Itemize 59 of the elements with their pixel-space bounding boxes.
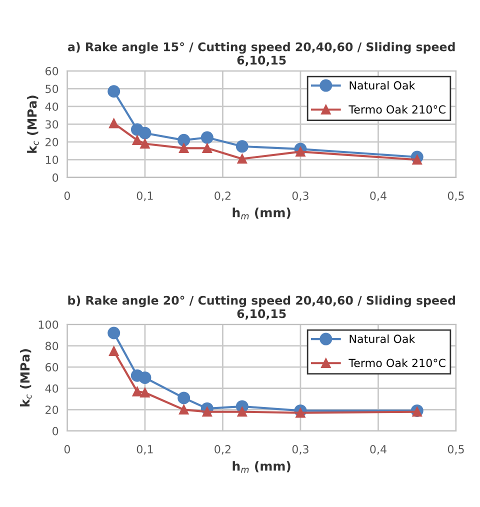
chart-title: b) Rake angle 20° / Cutting speed 20,40,60 / Sliding speed 6,10,15 <box>68 296 455 320</box>
point <box>178 143 189 154</box>
point <box>108 346 119 356</box>
point <box>140 388 150 398</box>
point <box>200 131 214 144</box>
y-tick-label: 30 <box>46 120 58 129</box>
x-tick-label: 0,2 <box>214 445 230 455</box>
legend-label: Natural Oak <box>350 80 416 90</box>
point <box>108 85 120 98</box>
point <box>296 408 306 418</box>
x-tick-label: 0,5 <box>448 445 464 455</box>
point <box>412 406 422 417</box>
legend-label: Natural Oak <box>350 334 416 344</box>
point <box>178 392 190 404</box>
point <box>132 386 142 396</box>
point <box>108 118 119 128</box>
legend-label: Termo Oak 210°C <box>348 105 446 114</box>
point <box>237 406 248 417</box>
point <box>202 143 212 154</box>
y-tick-label: 100 <box>38 320 58 329</box>
x-tick-label: 0,4 <box>370 192 386 202</box>
y-tick-label: 40 <box>45 384 58 393</box>
x-tick-label: 0,2 <box>214 192 230 202</box>
point <box>132 135 142 146</box>
y-tick-label: 20 <box>46 138 58 146</box>
y-tick-label: 60 <box>46 363 58 372</box>
y-tick-label: 80 <box>45 342 58 350</box>
x-tick-label: 0,1 <box>136 192 153 202</box>
point <box>138 371 152 384</box>
x-tick-label: 0,4 <box>370 445 386 455</box>
x-tick-label: 0 <box>64 445 70 454</box>
x-tick-label: 0,3 <box>292 445 308 455</box>
point <box>178 134 190 146</box>
point <box>202 406 212 417</box>
y-tick-label: 0 <box>52 173 58 182</box>
y-tick-label: 60 <box>46 66 58 76</box>
y-tick-label: 0 <box>52 426 58 436</box>
x-axis-title: h$_{m}$ (mm) <box>232 461 290 473</box>
legend-label: Termo Oak 210°C <box>348 358 446 368</box>
y-axis-title: k$_{c}$ (MPa) <box>27 96 39 153</box>
point <box>236 140 248 153</box>
point <box>178 404 189 415</box>
y-tick-label: 50 <box>46 84 58 94</box>
x-axis-title: h$_{m}$ (mm) <box>232 208 290 220</box>
x-tick-label: 0,5 <box>448 192 464 202</box>
point <box>296 146 306 157</box>
point <box>138 126 152 140</box>
y-tick-label: 40 <box>45 102 58 111</box>
point <box>412 154 422 165</box>
point <box>140 138 150 149</box>
y-axis-title: k$_{c}$ (MPa) <box>20 349 32 406</box>
chart-title: a) Rake angle 15° / Cutting speed 20,40,60 / Sliding speed 6,10,15 <box>68 42 455 66</box>
point <box>237 154 248 164</box>
y-tick-label: 20 <box>46 406 58 414</box>
x-tick-label: 0,3 <box>292 192 308 202</box>
x-tick-label: 0,1 <box>136 445 153 455</box>
point <box>108 326 120 340</box>
y-tick-label: 10 <box>46 156 58 164</box>
x-tick-label: 0 <box>64 192 70 200</box>
